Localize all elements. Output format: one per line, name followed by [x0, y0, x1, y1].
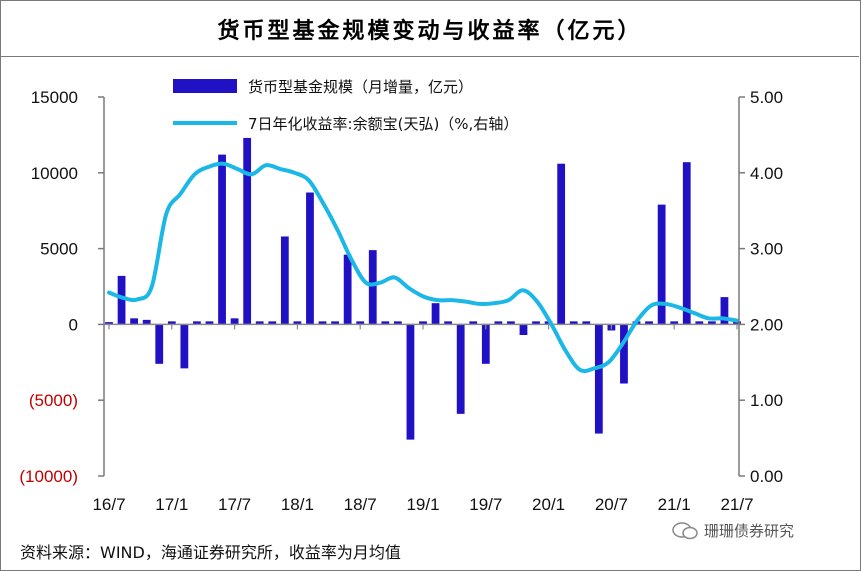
bar [456, 324, 465, 414]
yield-line [107, 161, 739, 374]
bar [670, 321, 679, 325]
source-note: 资料来源：WIND，海通证券研究所，收益率为月均值 [20, 543, 401, 562]
x-tick-label: 17/1 [155, 495, 188, 514]
bar [117, 275, 126, 325]
title-bar: 货币型基金规模变动与收益率（亿元） [1, 1, 859, 57]
bar [255, 321, 264, 325]
bar [155, 324, 164, 364]
bar [645, 321, 653, 325]
bar [243, 137, 252, 325]
bar [620, 324, 628, 384]
right-tick-label: 0.00 [750, 467, 783, 486]
right-tick-label: 2.00 [750, 315, 783, 334]
bar [293, 321, 302, 325]
bar [720, 297, 729, 325]
bar [707, 321, 716, 325]
bar [193, 321, 201, 325]
bar [306, 192, 314, 325]
x-tick-label: 18/7 [344, 495, 377, 514]
x-tick-label: 20/1 [532, 495, 565, 514]
bar [180, 324, 189, 369]
bar [594, 324, 603, 434]
x-tick-label: 21/7 [720, 495, 753, 514]
x-tick-label: 18/1 [281, 495, 314, 514]
chart-title: 货币型基金规模变动与收益率（亿元） [217, 17, 643, 44]
bar [343, 254, 352, 325]
bar [406, 324, 415, 440]
x-tick-label: 20/7 [595, 495, 628, 514]
bar [557, 163, 566, 325]
x-tick-label: 19/7 [469, 495, 502, 514]
bar [167, 321, 176, 325]
left-tick-label: (5000) [29, 391, 78, 410]
bar [318, 321, 327, 325]
watermark: 珊珊债券研究 [672, 520, 794, 541]
left-tick-label: (10000) [19, 467, 78, 486]
bar [356, 321, 365, 325]
bar [695, 321, 704, 325]
bar [205, 321, 214, 325]
watermark-text: 珊珊债券研究 [704, 522, 795, 540]
legend-bar-label: 货币型基金规模（月增量，亿元） [248, 78, 473, 96]
x-tick-label: 21/1 [658, 495, 691, 514]
left-tick-label: 15000 [31, 88, 78, 107]
bar [431, 303, 440, 325]
bar [469, 321, 478, 325]
bar [105, 322, 113, 325]
bar [682, 162, 691, 325]
bar [142, 319, 151, 325]
legend-line-label: 7日年化收益率:余额宝(天弘)（%,右轴） [248, 115, 518, 133]
bar [444, 321, 453, 325]
left-tick-label: 10000 [31, 164, 78, 183]
bar [230, 318, 239, 325]
bar [331, 321, 339, 325]
bar [569, 321, 578, 325]
left-tick-label: 5000 [40, 240, 78, 259]
bar [481, 324, 490, 364]
x-tick-label: 16/7 [92, 495, 125, 514]
x-tick-label: 19/1 [406, 495, 439, 514]
bar [507, 321, 515, 325]
right-tick-label: 1.00 [750, 391, 783, 410]
wechat-icon [672, 521, 698, 539]
bar [733, 321, 741, 325]
bar [280, 236, 289, 325]
legend-bar-swatch [173, 79, 237, 93]
bar [393, 321, 402, 325]
bar [532, 321, 540, 325]
bar [494, 321, 503, 325]
bar [657, 204, 666, 325]
right-tick-label: 5.00 [750, 88, 783, 107]
chart-plot: 15000 10000 5000 0 (5000) (10000) 5.00 4.00 3.0… [19, 78, 783, 514]
right-tick-label: 3.00 [750, 240, 783, 259]
bar [130, 318, 139, 325]
x-tick-label: 17/7 [218, 495, 251, 514]
bar [582, 321, 591, 325]
bar [268, 321, 277, 325]
left-tick-label: 0 [69, 315, 78, 334]
bar [519, 324, 528, 336]
right-tick-label: 4.00 [750, 164, 783, 183]
bar [368, 250, 377, 325]
bar [381, 321, 390, 325]
bar [218, 154, 226, 325]
bar [419, 321, 427, 325]
